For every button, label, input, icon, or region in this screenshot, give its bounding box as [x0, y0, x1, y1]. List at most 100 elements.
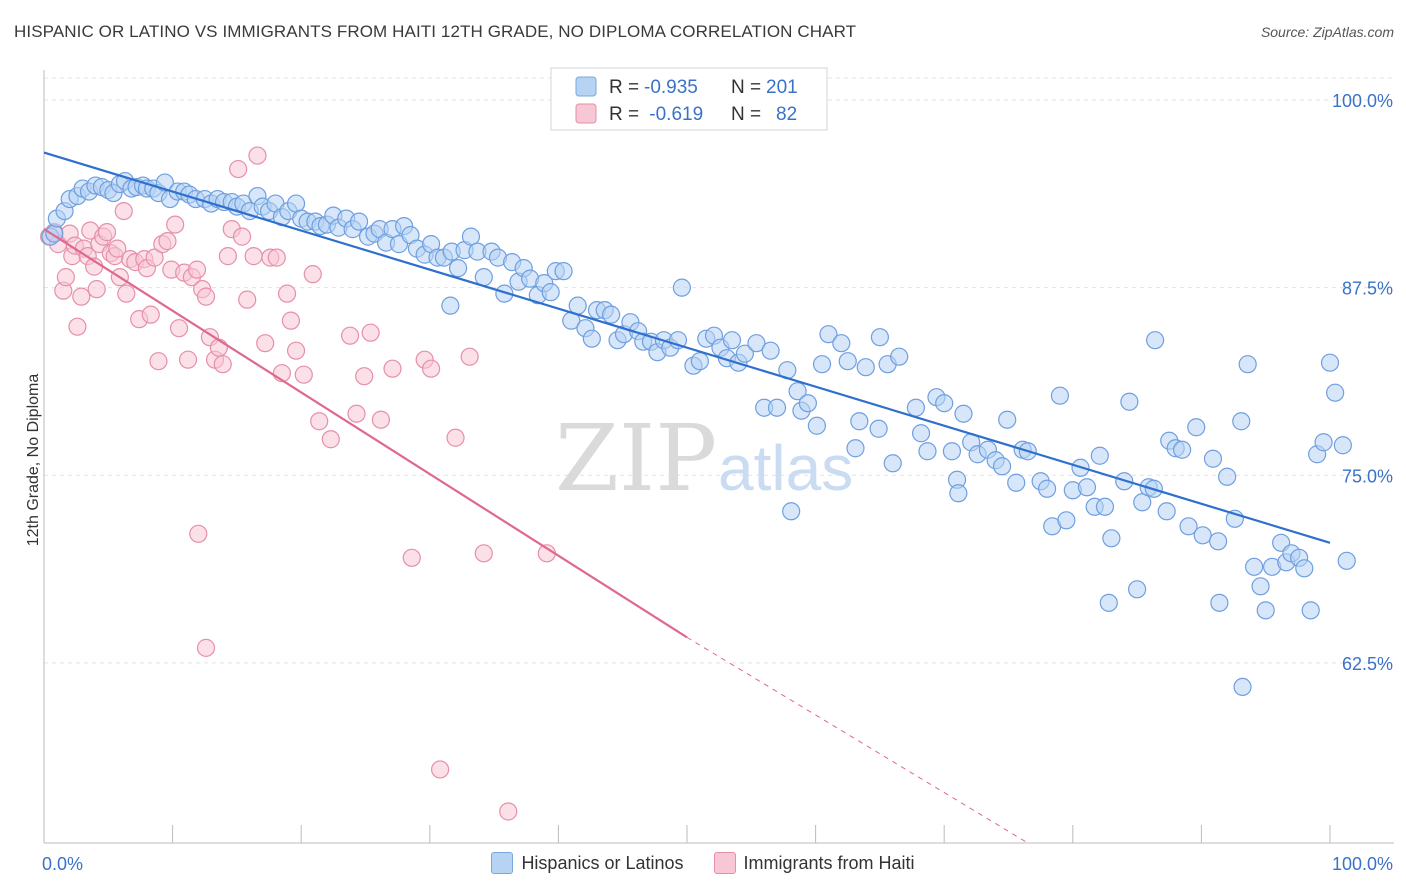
haiti-point-31 [149, 352, 168, 371]
x-tick-label-end: 100.0% [1332, 854, 1393, 874]
legend-label-haiti: Immigrants from Haiti [743, 852, 915, 873]
hispanic-point-117 [807, 416, 826, 435]
hispanic-point-200 [441, 296, 460, 315]
haiti-point-63 [310, 412, 329, 431]
hispanic-point-116 [798, 394, 817, 413]
haiti-point-66 [347, 404, 366, 423]
haiti-point-70 [383, 359, 402, 378]
x-tick-label-start: 0.0% [42, 854, 83, 874]
source-label: Source: ZipAtlas.com [1260, 24, 1394, 40]
haiti-point-75 [446, 428, 465, 447]
hispanic-point-179 [1232, 412, 1251, 431]
haiti-point-29 [141, 305, 160, 324]
haiti-point-53 [248, 146, 267, 165]
hispanic-point-101 [690, 352, 709, 371]
legend-item-haiti: Immigrants from Haiti [713, 852, 915, 874]
y-axis-label: 12th Grade, No Diploma [25, 373, 42, 547]
hispanic-point-133 [935, 394, 954, 413]
legend-r-value-2: -0.619 [644, 104, 703, 125]
legend-label-hispanics: Hispanics or Latinos [521, 852, 684, 873]
haiti-point-56 [267, 248, 286, 267]
haiti-point-42 [196, 287, 216, 306]
hispanic-point-118 [812, 355, 832, 374]
haiti-point-60 [286, 341, 306, 360]
hispanic-point-198 [846, 439, 865, 458]
hispanic-point-162 [1127, 580, 1147, 599]
hispanic-point-177 [1218, 467, 1237, 486]
hispanic-point-125 [870, 328, 890, 347]
axes [43, 70, 1394, 844]
hispanic-point-79 [541, 283, 560, 302]
haiti-point-47 [218, 247, 237, 266]
hispanic-point-99 [672, 278, 691, 297]
trend-lines [43, 151, 1331, 844]
hispanic-point-134 [942, 442, 962, 461]
legend-n-label-1: N = [731, 77, 761, 98]
haiti-point-30 [145, 248, 164, 267]
legend-top-pink-swatch [575, 103, 597, 124]
haiti-point-62 [303, 265, 322, 284]
hispanic-point-106 [722, 331, 742, 350]
hispanic-point-154 [1077, 478, 1097, 497]
haiti-point-61 [294, 365, 313, 384]
legend-r-value-1: -0.935 [644, 77, 698, 98]
haiti-point-68 [361, 323, 380, 342]
haiti-point-40 [187, 260, 207, 279]
haiti-point-36 [169, 319, 189, 338]
hispanic-point-128 [890, 347, 909, 366]
haiti-point-67 [355, 367, 374, 386]
hispanic-point-167 [1157, 502, 1176, 521]
haiti-point-78 [499, 802, 518, 821]
haiti-point-64 [321, 430, 340, 449]
haiti-point-20 [108, 239, 127, 258]
hispanic-point-182 [1251, 577, 1270, 596]
hispanic-point-129 [906, 398, 926, 417]
hispanic-point-159 [1102, 529, 1121, 548]
haiti-point-4 [56, 268, 75, 287]
haiti-point-22 [114, 201, 133, 221]
hispanic-point-161 [1120, 392, 1139, 411]
haiti-point-81 [196, 638, 216, 657]
series-hispanic-points [41, 171, 1356, 696]
hispanic-point-151 [1057, 511, 1076, 530]
haiti-point-59 [281, 311, 301, 330]
hispanic-point-175 [1209, 532, 1228, 551]
haiti-point-8 [68, 317, 87, 336]
legend-n-label-2: N = [731, 104, 761, 125]
hispanic-point-189 [1295, 559, 1314, 578]
hispanic-point-123 [856, 358, 875, 377]
haiti-point-69 [371, 410, 391, 429]
legend-n-value-1: 201 [766, 77, 798, 98]
haiti-point-73 [421, 359, 441, 378]
hispanic-point-192 [1314, 433, 1333, 452]
hispanic-point-130 [911, 424, 931, 443]
hispanic-point-88 [602, 305, 621, 324]
hispanic-point-157 [1095, 497, 1115, 516]
legend-top-blue-swatch [575, 76, 597, 97]
hispanic-point-50 [349, 212, 369, 231]
hispanic-point-131 [918, 442, 937, 461]
legend-n-value-2: 82 [776, 104, 797, 125]
hispanic-point-143 [998, 410, 1017, 429]
hispanic-point-142 [992, 457, 1012, 476]
legend-r-label-2: R = [609, 104, 639, 125]
haiti-point-23 [117, 284, 136, 303]
haiti-trend-line [43, 228, 688, 639]
hispanic-point-121 [838, 352, 857, 371]
hispanic-point-120 [832, 334, 851, 353]
hispanic-point-156 [1090, 446, 1109, 465]
legend-r-label-1: R = [609, 77, 639, 98]
watermark-atlas: atlas [718, 432, 853, 504]
hispanic-point-122 [850, 412, 869, 431]
hispanic-point-112 [767, 398, 787, 417]
haiti-point-58 [277, 284, 297, 303]
haiti-point-14 [87, 280, 106, 299]
legend-top-box [550, 67, 828, 131]
hispanic-point-176 [1210, 593, 1229, 612]
hispanic-point-119 [819, 325, 838, 344]
haiti-point-71 [402, 548, 421, 567]
hispanic-point-158 [1099, 593, 1118, 612]
hispanic-point-197 [1233, 677, 1252, 696]
hispanic-point-65 [448, 259, 468, 278]
hispanic-point-163 [1133, 493, 1152, 512]
